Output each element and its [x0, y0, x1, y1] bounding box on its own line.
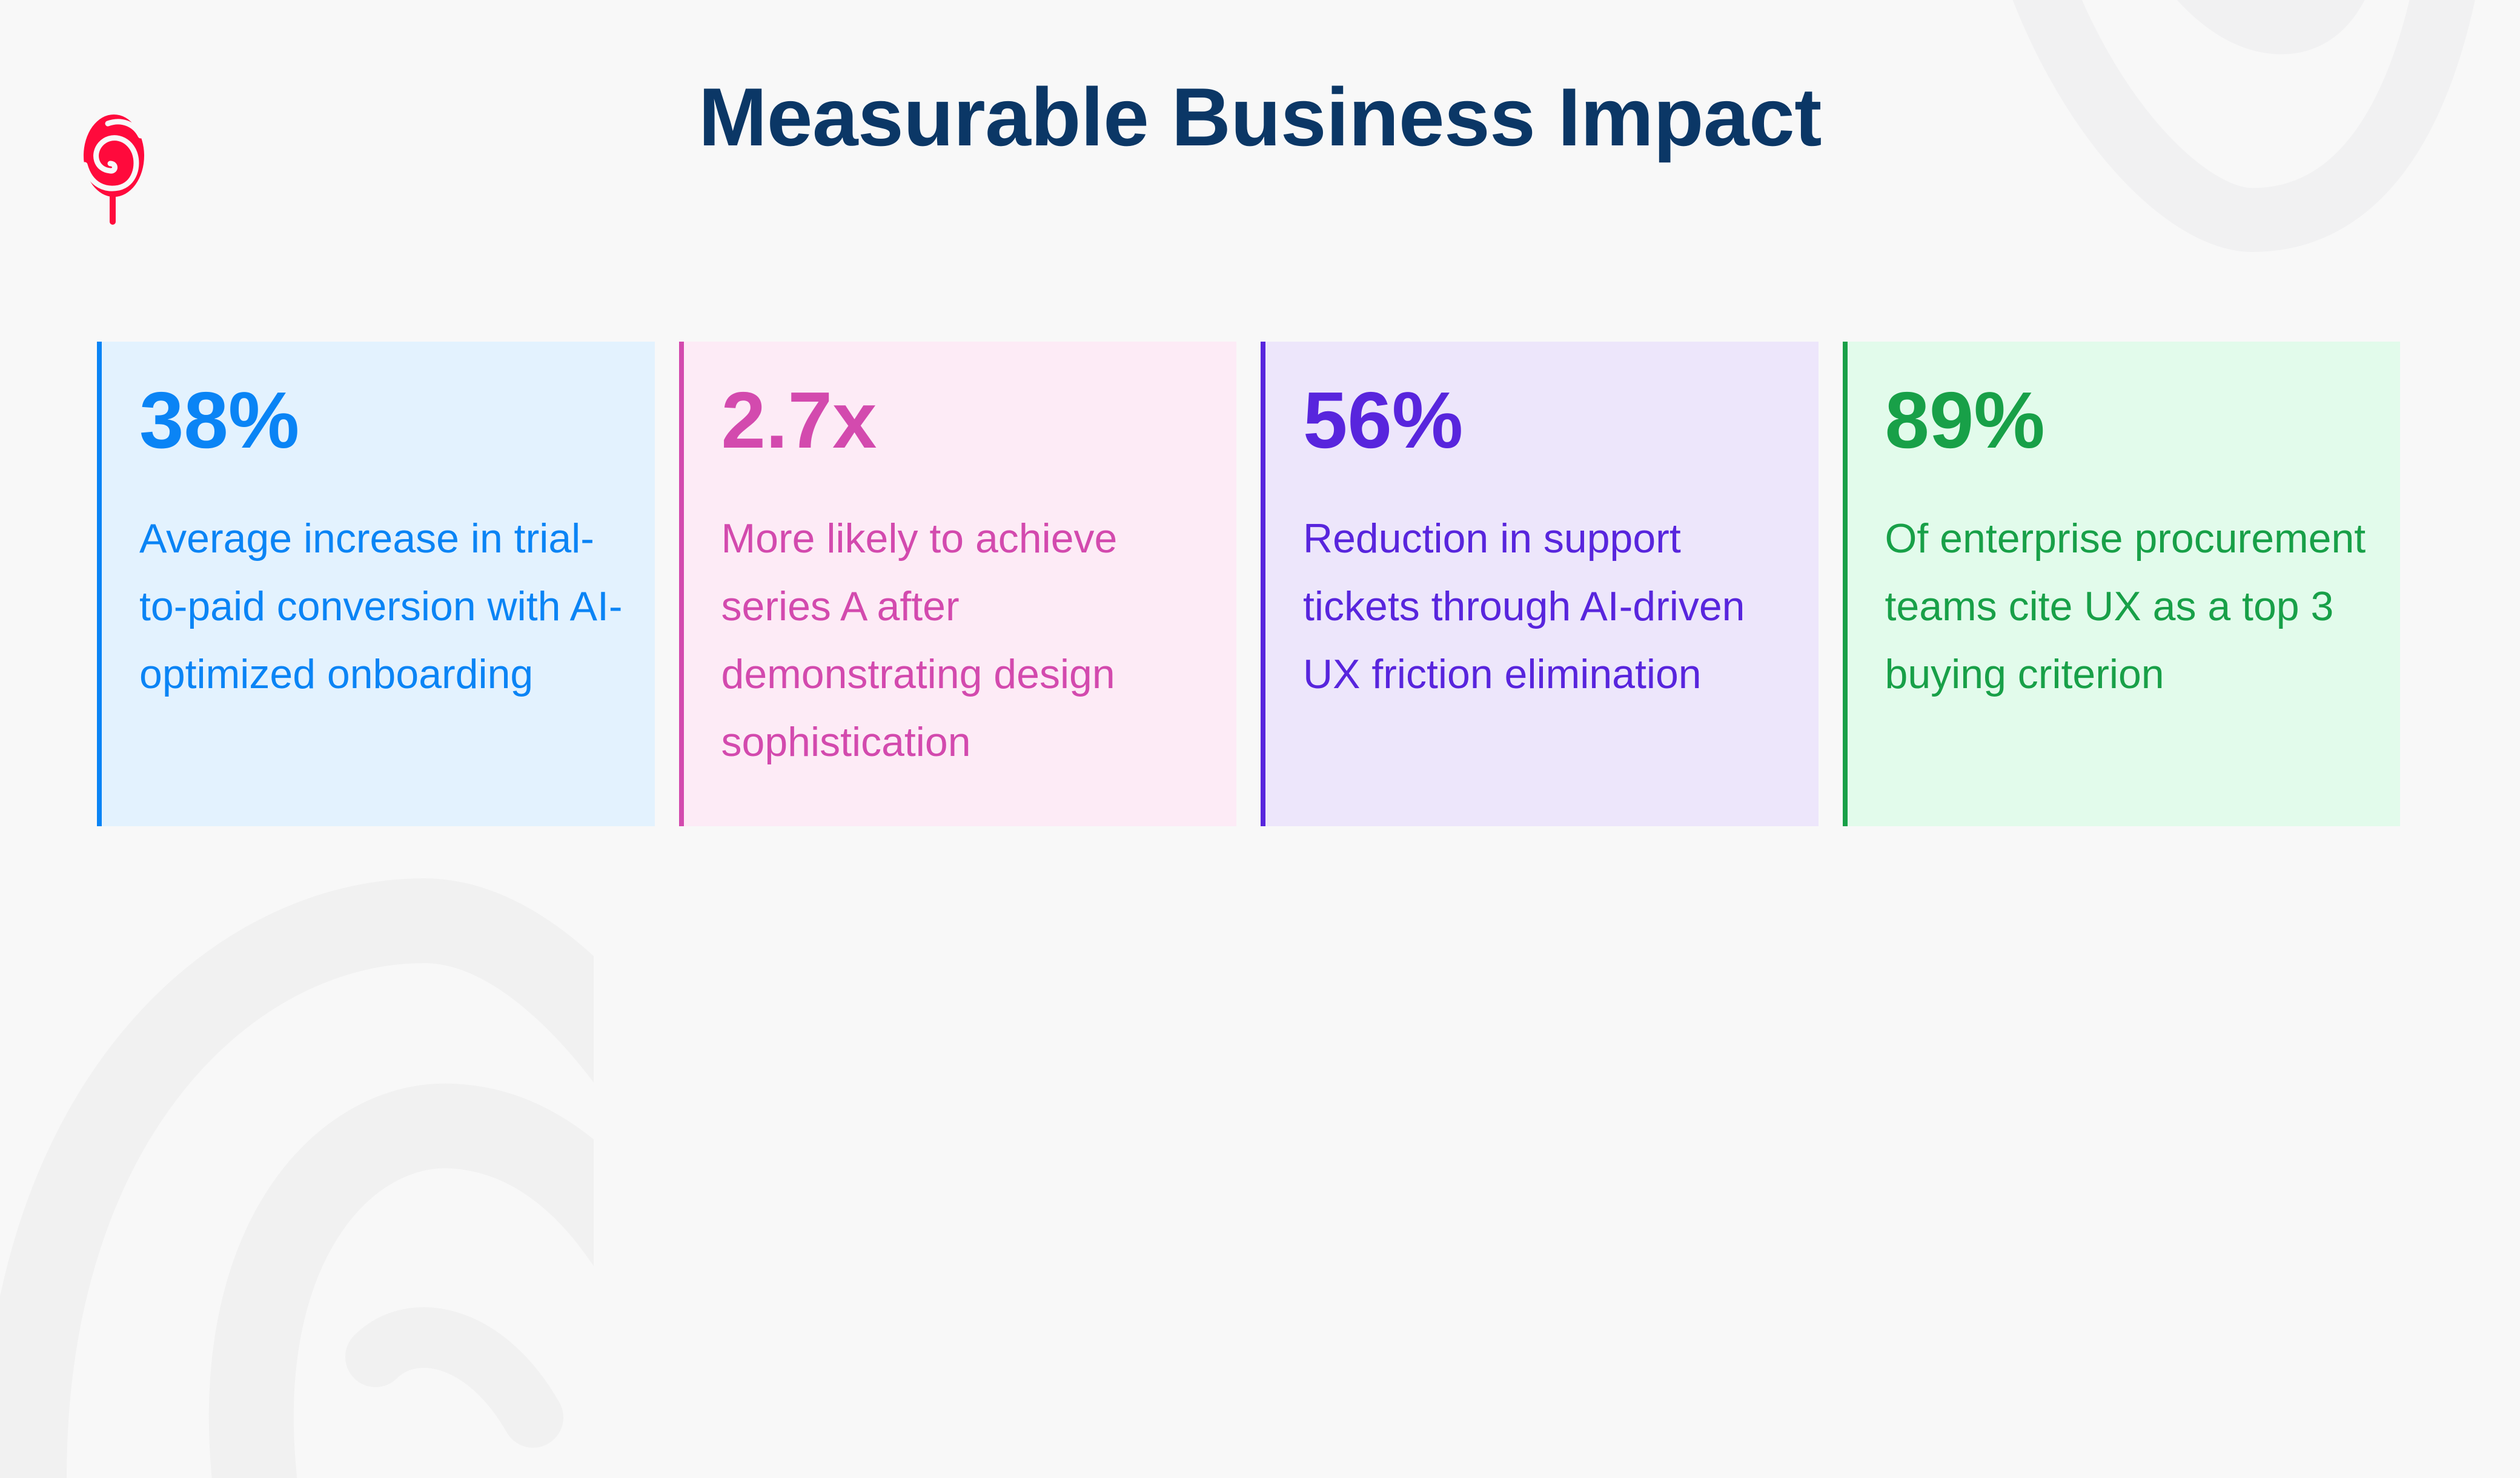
stat-card-procurement: 89% Of enterprise procurement teams cite…	[1842, 342, 2400, 826]
stat-card-series-a: 2.7x More likely to achieve series A aft…	[678, 342, 1236, 826]
stat-description: Average increase in trial-to-paid conver…	[139, 515, 623, 697]
stat-card-support-tickets: 56% Reduction in support tickets through…	[1261, 342, 1819, 826]
stat-description: Reduction in support tickets through AI-…	[1303, 515, 1745, 697]
stat-cards: 38% Average increase in trial-to-paid co…	[97, 342, 2400, 826]
stat-description: Of enterprise procurement teams cite UX …	[1885, 515, 2366, 697]
stat-description: More likely to achieve series A after de…	[721, 515, 1118, 765]
stat-value: 56%	[1303, 376, 1464, 465]
stat-value: 38%	[139, 376, 300, 465]
page-title: Measurable Business Impact	[698, 71, 1822, 163]
swirl-watermark-icon	[0, 878, 594, 1478]
stat-value: 89%	[1885, 376, 2045, 465]
stat-value: 2.7x	[721, 376, 877, 465]
stat-card-conversion: 38% Average increase in trial-to-paid co…	[97, 342, 655, 826]
lollipop-swirl-logo-icon	[82, 114, 144, 225]
